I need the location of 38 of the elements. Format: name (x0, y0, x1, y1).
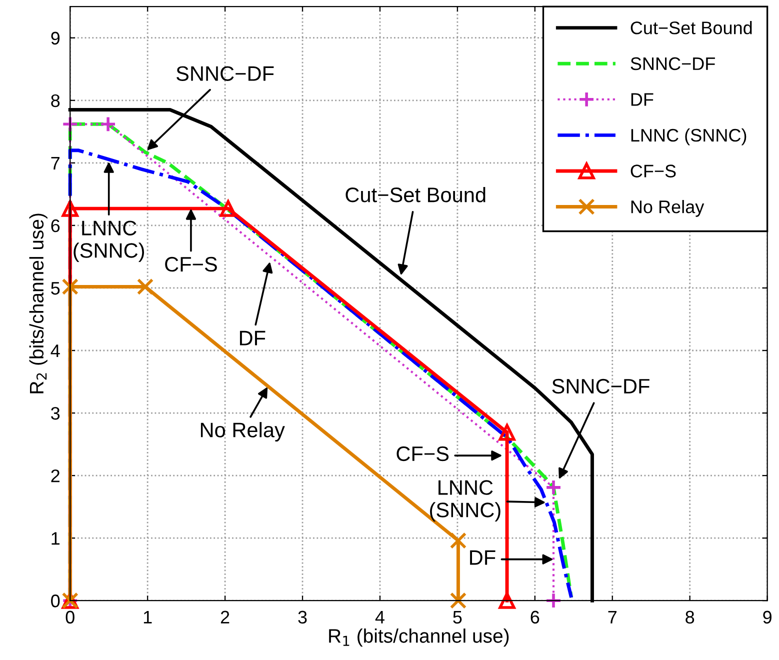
annotation: CF−S (396, 446, 449, 462)
x-tick-label: 4 (375, 610, 384, 624)
y-tick-label: 7 (51, 157, 60, 170)
legend-label: No Relay (631, 200, 704, 217)
y-tick-label: 5 (51, 282, 60, 295)
annotation: SNNC−DF (176, 66, 274, 81)
annotation: LNNC (SNNC) (74, 220, 144, 262)
x-tick-label: 9 (763, 610, 772, 624)
annotation: CF−S (165, 256, 217, 272)
y-axis-title: R$_{2}$ (bits/channel use) (29, 214, 48, 394)
y-tick-label: 1 (52, 532, 60, 545)
legend-label: DF (631, 93, 654, 106)
annotation: No Relay (200, 422, 285, 442)
annotation: DF (240, 330, 266, 346)
x-axis-title: R$_{1}$ (bits/channel use) (329, 628, 509, 647)
y-tick-label: 2 (51, 469, 60, 482)
x-tick-label: 5 (453, 610, 462, 624)
y-tick-label: 6 (51, 219, 60, 232)
annotation: LNNC (SNNC) (430, 480, 500, 522)
x-tick-label: 8 (686, 610, 694, 624)
y-tick-label: 4 (50, 344, 60, 358)
x-tick-label: 0 (66, 610, 74, 624)
annotation: Cut−Set Bound (346, 186, 486, 202)
y-tick-label: 8 (51, 94, 60, 108)
annotation: SNNC−DF (552, 378, 650, 394)
y-tick-label: 0 (51, 594, 60, 608)
legend-label: SNNC−DF (630, 57, 715, 70)
x-tick-label: 6 (530, 610, 540, 624)
y-tick-label: 3 (51, 406, 60, 420)
x-tick-label: 2 (220, 610, 230, 624)
annotation: DF (470, 550, 496, 565)
legend-label: LNNC (SNNC) (631, 128, 746, 146)
x-tick-label: 3 (298, 610, 307, 624)
legend-label: Cut−Set Bound (630, 21, 752, 34)
y-tick-label: 9 (51, 32, 60, 45)
legend-label: CF−S (630, 164, 676, 178)
x-tick-label: 1 (144, 610, 152, 624)
x-tick-label: 7 (608, 610, 616, 624)
